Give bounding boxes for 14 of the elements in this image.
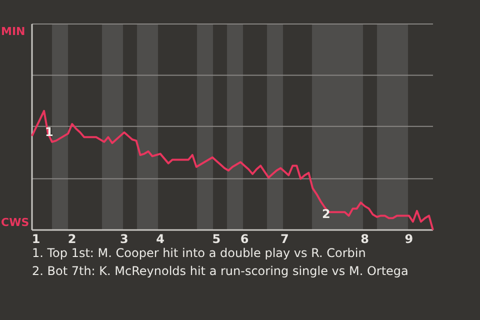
x-tick-label: 8 (360, 232, 370, 246)
x-tick-label: 9 (404, 232, 414, 246)
text: MIN (1, 25, 26, 38)
x-tick-label: 5 (212, 232, 221, 246)
annotation: 2 (322, 207, 330, 221)
x-tick-label: 1 (32, 232, 40, 246)
x-tick-label: 2 (68, 232, 76, 246)
x-tick-label: 4 (156, 232, 164, 246)
text: 1. Top 1st: M. Cooper hit into a double play vs R. Corbin (32, 246, 366, 260)
x-tick-label: 7 (280, 232, 289, 246)
x-tick-label: 3 (120, 232, 128, 246)
text: CWS (1, 216, 30, 229)
x-tick-label: 6 (240, 232, 249, 246)
text: 2. Bot 7th: K. McReynolds hit a run-scoring single vs M. Ortega (32, 264, 408, 278)
